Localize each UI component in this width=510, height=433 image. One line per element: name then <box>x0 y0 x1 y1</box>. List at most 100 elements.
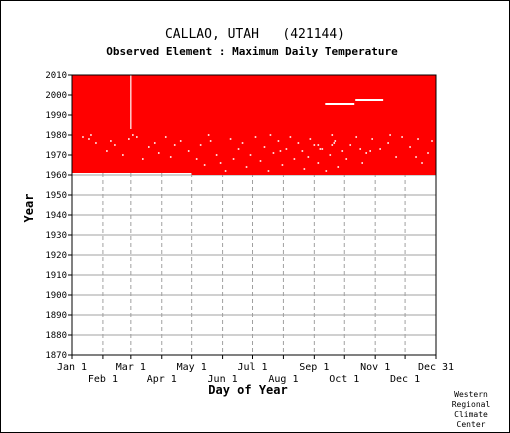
missing-day-point <box>128 138 130 140</box>
y-tick-label: 1920 <box>45 251 67 261</box>
y-tick-label: 1970 <box>45 151 67 161</box>
credit-block: Western Regional Climate Center <box>448 390 494 430</box>
missing-day-point <box>309 138 312 140</box>
missing-day-point <box>285 148 288 150</box>
missing-day-point <box>337 166 340 168</box>
missing-day-point <box>317 162 320 164</box>
missing-day-point <box>169 156 172 158</box>
missing-day-point <box>361 162 364 164</box>
missing-day-point <box>254 136 257 138</box>
x-tick-label: May 1 <box>177 362 207 373</box>
x-tick-label: Sep 1 <box>299 362 329 373</box>
missing-day-point <box>389 134 391 136</box>
missing-day-point <box>331 144 334 146</box>
missing-day-point <box>409 146 411 148</box>
y-tick-label: 1940 <box>45 211 67 221</box>
credit-line: Regional <box>451 400 491 409</box>
y-tick-label: 1930 <box>45 231 67 241</box>
missing-day-point <box>153 142 156 144</box>
y-tick-label: 1880 <box>45 331 67 341</box>
missing-day-point <box>417 138 419 140</box>
chart-subtitle: Observed Element : Maximum Daily Tempera… <box>106 45 398 58</box>
x-tick-label: Apr 1 <box>147 374 177 385</box>
missing-day-point <box>401 136 403 138</box>
missing-day-point <box>431 140 433 142</box>
missing-day-point <box>203 164 206 166</box>
missing-day-point <box>289 136 292 138</box>
missing-day-point <box>157 152 160 154</box>
missing-day-point <box>333 142 336 144</box>
missing-day-point <box>259 160 262 162</box>
data-layer <box>72 75 436 175</box>
missing-day-point <box>307 156 310 158</box>
data-band-observed <box>72 75 436 173</box>
missing-day-point <box>199 144 202 146</box>
y-tick-label: 1890 <box>45 311 67 321</box>
missing-day-point <box>379 148 381 150</box>
missing-day-point <box>173 144 176 146</box>
missing-day-point <box>136 136 138 138</box>
missing-day-point <box>241 142 244 144</box>
x-tick-label: Jan 1 <box>57 362 87 373</box>
y-tick-label: 1980 <box>45 131 67 141</box>
missing-day-point <box>90 134 92 136</box>
missing-day-point <box>209 140 212 142</box>
x-tick-label: Jul 1 <box>237 362 267 373</box>
y-axis-label: Year <box>22 194 36 223</box>
missing-day-point <box>331 134 334 136</box>
missing-day-point <box>387 142 389 144</box>
missing-day-point <box>395 156 397 158</box>
missing-day-point <box>317 144 320 146</box>
missing-day-point <box>147 146 150 148</box>
missing-day-point <box>122 154 124 156</box>
missing-day-point <box>349 144 352 146</box>
axes: 2010 2000 1990 1980 1970 1960 1950 1940 1930 1920… <box>45 71 454 385</box>
x-tick-label: Feb 1 <box>88 374 118 385</box>
missing-day-point <box>345 158 348 160</box>
x-tick-label: Oct 1 <box>329 374 359 385</box>
missing-day-point <box>142 158 144 160</box>
missing-day-point <box>281 164 284 166</box>
missing-day-point <box>88 138 90 140</box>
missing-day-point <box>229 138 232 140</box>
y-tick-label: 1910 <box>45 271 67 281</box>
missing-day-point <box>325 170 328 172</box>
missing-day-point <box>371 138 373 140</box>
x-tick-label: Nov 1 <box>360 362 390 373</box>
missing-day-point <box>329 154 332 156</box>
missing-day-point <box>267 170 270 172</box>
missing-day-point <box>293 158 296 160</box>
missing-day-point <box>277 140 280 142</box>
y-tick-label: 1870 <box>45 351 67 361</box>
missing-day-point <box>195 158 198 160</box>
x-tick-label: Dec 31 <box>418 362 454 373</box>
missing-day-point <box>321 148 324 150</box>
missing-day-point <box>245 166 248 168</box>
y-tick-label: 1950 <box>45 191 67 201</box>
missing-day-point <box>272 152 275 154</box>
missing-day-point <box>219 162 222 164</box>
missing-day-point <box>334 140 337 142</box>
missing-day-point <box>106 150 108 152</box>
missing-day-point <box>237 148 240 150</box>
missing-day-point <box>263 146 266 148</box>
y-tick-label: 1990 <box>45 111 67 121</box>
x-tick-label: Mar 1 <box>116 362 146 373</box>
missing-day-point <box>95 142 97 144</box>
missing-day-point <box>279 150 282 152</box>
missing-day-point <box>224 170 227 172</box>
missing-day-point <box>249 154 252 156</box>
chart-title: CALLAO, UTAH (421144) <box>165 27 345 42</box>
credit-line: Center <box>456 420 486 429</box>
credit-line: Western <box>454 390 488 399</box>
missing-day-point <box>297 142 300 144</box>
y-tick-label: 1960 <box>45 171 67 181</box>
missing-day-point <box>164 136 167 138</box>
missing-day-point <box>341 150 344 152</box>
x-tick-label: Aug 1 <box>268 374 298 385</box>
x-tick-label: Jun 1 <box>208 374 238 385</box>
missing-day-point <box>415 156 417 158</box>
missing-day-point <box>359 148 362 150</box>
missing-day-point <box>207 134 210 136</box>
